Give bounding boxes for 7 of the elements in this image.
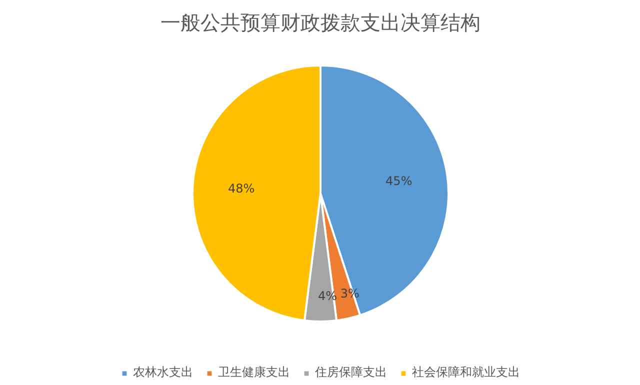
- legend-label: 卫生健康支出: [218, 364, 290, 381]
- data-label: 45%: [386, 174, 412, 188]
- legend-label: 农林水支出: [133, 364, 193, 381]
- chart-title: 一般公共预算财政拨款支出决算结构: [160, 10, 480, 34]
- legend-label: 社会保障和就业支出: [412, 364, 520, 381]
- data-label: 48%: [228, 182, 255, 196]
- legend-label: 住房保障支出: [315, 364, 387, 381]
